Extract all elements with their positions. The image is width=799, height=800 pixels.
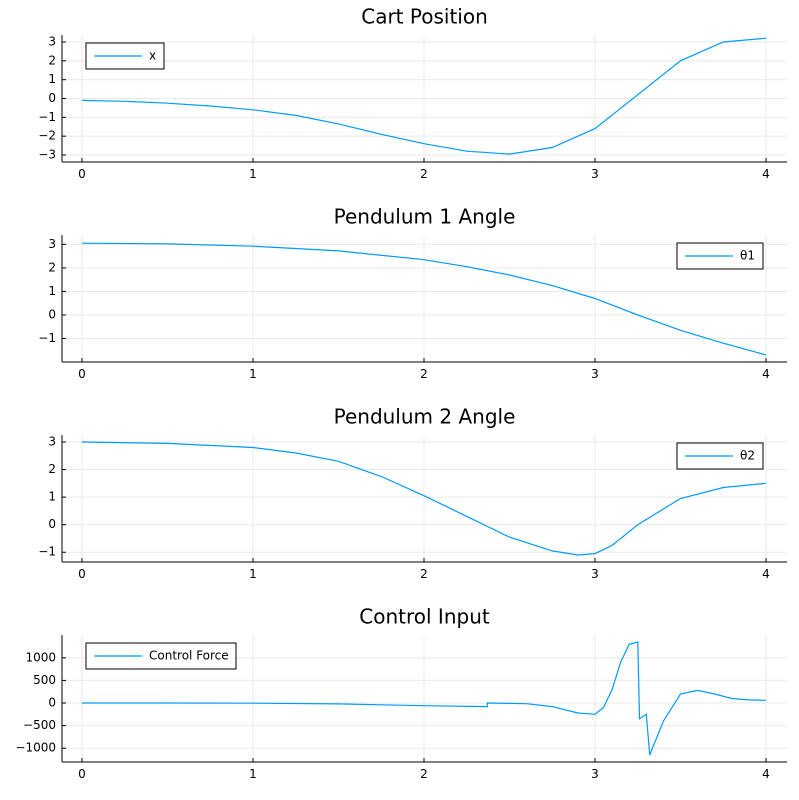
- x-tick-label: 2: [420, 367, 428, 381]
- chart-title: Pendulum 1 Angle: [334, 205, 516, 229]
- legend-label: θ1: [740, 249, 755, 263]
- x-tick-label: 1: [249, 167, 257, 181]
- y-tick-label: 2: [48, 462, 56, 476]
- x-tick-label: 1: [249, 767, 257, 781]
- chart-panel-3: Pendulum 2 Angle 0 1 2 3 4 3 2 1 0 −1 θ2: [38, 405, 787, 581]
- x-tick-label: 1: [249, 567, 257, 581]
- x-tick-label: 1: [249, 367, 257, 381]
- x-tick-label: 0: [78, 767, 86, 781]
- x-tick-label: 3: [591, 167, 599, 181]
- y-tick-label: −3: [38, 148, 56, 162]
- x-tick-label: 4: [762, 567, 770, 581]
- series-line-θ1: [81, 242, 767, 356]
- y-tick-label: 1000: [25, 650, 56, 664]
- chart-panel-4: Control Input 0 1 2 3 4 1000 500 0 −500 −1000 Contr…: [15, 605, 787, 781]
- y-tick-label: 3: [48, 435, 56, 449]
- legend-label: Control Force: [149, 649, 229, 663]
- y-tick-label: 1: [48, 72, 56, 86]
- legend-label: θ2: [740, 449, 755, 463]
- series-line-x: [81, 37, 767, 155]
- y-tick-label: −1: [38, 545, 56, 559]
- y-tick-label: −1000: [15, 741, 56, 755]
- chart-title: Pendulum 2 Angle: [334, 405, 516, 429]
- series-line-θ2: [81, 441, 767, 556]
- x-tick-label: 4: [762, 367, 770, 381]
- x-tick-label: 4: [762, 767, 770, 781]
- legend: Control Force: [85, 642, 237, 670]
- y-tick-label: −2: [38, 129, 56, 143]
- y-tick-label: 500: [33, 673, 56, 687]
- chart-title: Control Input: [359, 605, 490, 629]
- chart-panel-2: Pendulum 1 Angle 0 1 2 3 4 3 2 1 0 −1 θ1: [38, 205, 787, 381]
- legend: θ1: [676, 242, 764, 270]
- y-tick-label: −1: [38, 331, 56, 345]
- y-tick-label: −1: [38, 110, 56, 124]
- series-line-control-force: [82, 641, 767, 756]
- legend-label: x: [149, 49, 156, 63]
- y-tick-label: 0: [48, 517, 56, 531]
- y-tick-label: −500: [23, 718, 56, 732]
- y-tick-label: 3: [48, 237, 56, 251]
- x-tick-label: 2: [420, 167, 428, 181]
- y-tick-label: 0: [48, 91, 56, 105]
- y-tick-label: 0: [48, 307, 56, 321]
- y-tick-label: 3: [48, 35, 56, 49]
- x-tick-label: 4: [762, 167, 770, 181]
- x-tick-label: 3: [591, 767, 599, 781]
- x-tick-label: 3: [591, 567, 599, 581]
- y-tick-label: 1: [48, 490, 56, 504]
- chart-panel-1: Cart Position 0 1 2 3 4 3 2 1 0 −1 −2 −3 x: [38, 5, 787, 181]
- y-tick-label: 2: [48, 53, 56, 67]
- chart-title: Cart Position: [361, 5, 488, 29]
- y-tick-label: 0: [48, 696, 56, 710]
- x-tick-label: 2: [420, 567, 428, 581]
- x-tick-label: 0: [78, 167, 86, 181]
- x-tick-label: 0: [78, 367, 86, 381]
- x-tick-label: 3: [591, 367, 599, 381]
- legend: x: [85, 42, 165, 70]
- x-tick-label: 2: [420, 767, 428, 781]
- legend: θ2: [676, 442, 764, 470]
- x-tick-label: 0: [78, 567, 86, 581]
- y-tick-label: 1: [48, 284, 56, 298]
- y-tick-label: 2: [48, 260, 56, 274]
